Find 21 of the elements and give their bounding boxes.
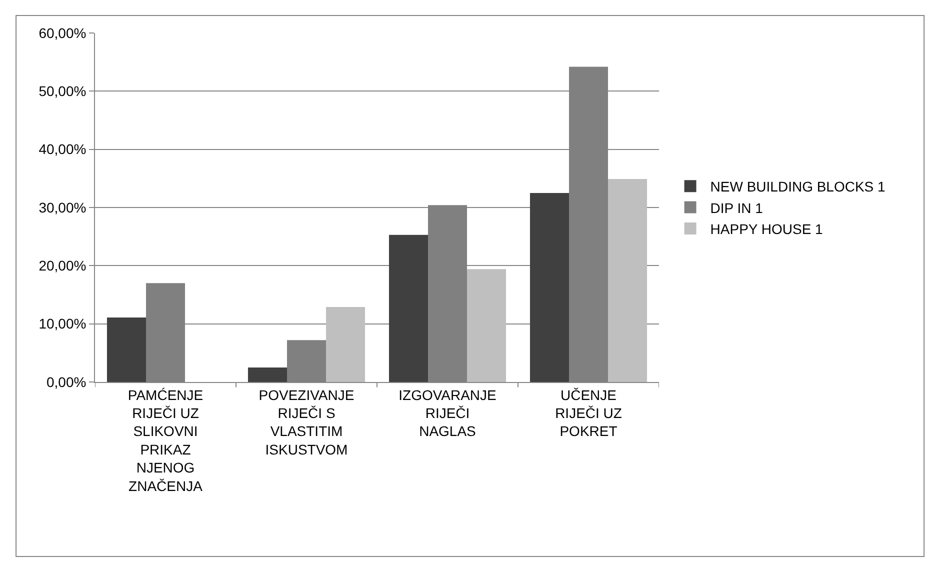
bar	[106, 317, 146, 382]
x-tick-label: UČENJE RIJEČI UZ POKRET	[555, 386, 622, 440]
bar	[608, 179, 648, 382]
legend-label: DIP IN 1	[710, 200, 764, 216]
x-tick-label: PAMĆENJE RIJEČI UZ SLIKOVNI PRIKAZ NJENOG ZNAČENJA	[128, 386, 204, 494]
legend-label: NEW BUILDING BLOCKS 1	[710, 178, 886, 195]
y-tick-label: 50,00%	[38, 83, 86, 100]
y-tick-label: 60,00%	[38, 24, 86, 41]
x-tick-label: IZGOVARANJE RIJEČI NAGLAS	[398, 386, 496, 440]
y-tick-label: 30,00%	[38, 199, 86, 216]
y-tick-label: 10,00%	[38, 316, 86, 332]
bar	[467, 269, 506, 382]
bar	[326, 306, 366, 382]
bar	[248, 367, 287, 382]
x-tick-label: POVEZIVANJE RIJEČI S VLASTITIM ISKUSTVOM	[258, 386, 354, 458]
y-tick-label: 20,00%	[38, 258, 86, 274]
y-tick-label: 0,00%	[46, 374, 86, 390]
y-tick-label: 40,00%	[38, 141, 86, 158]
legend-label: HAPPY HOUSE 1	[710, 220, 824, 237]
bar	[388, 234, 428, 382]
bar	[530, 192, 569, 382]
